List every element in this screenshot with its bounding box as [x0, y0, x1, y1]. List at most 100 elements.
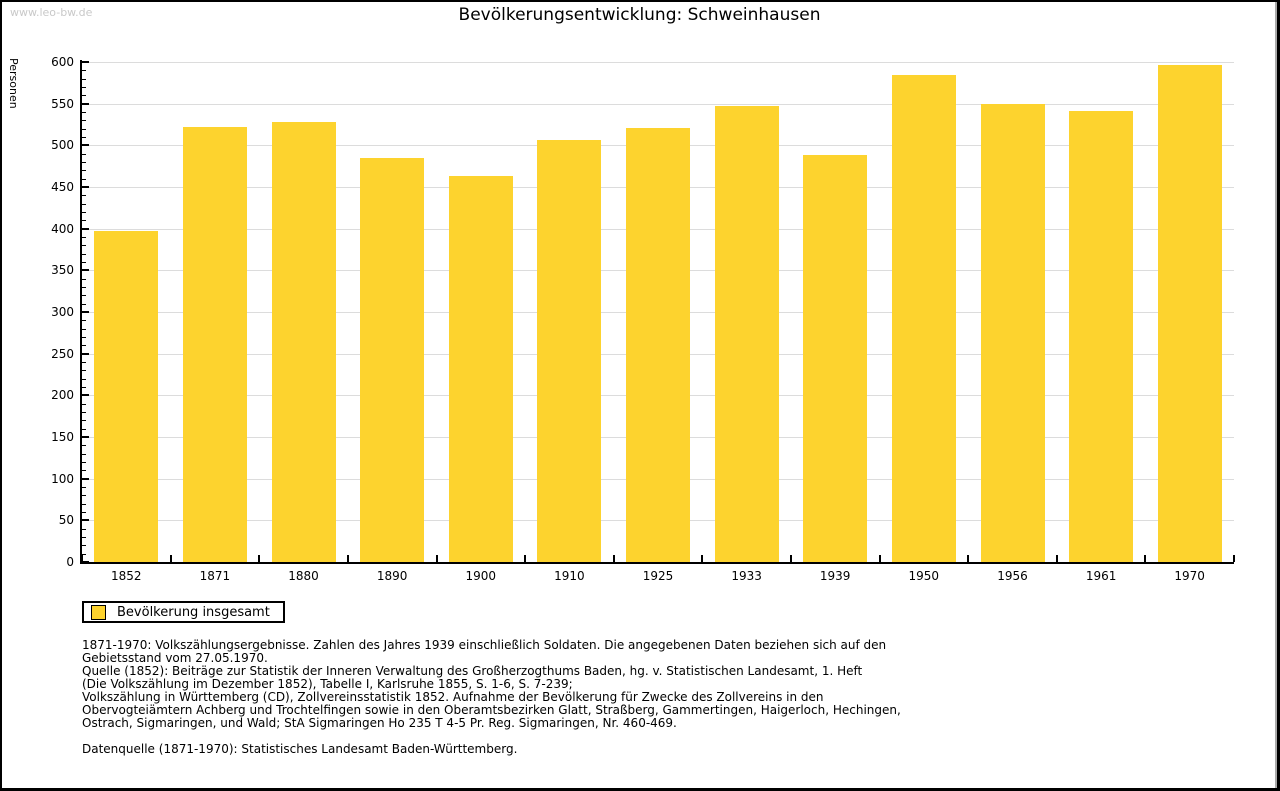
- x-tick-label: 1961: [1085, 569, 1117, 583]
- y-minor-tick: [82, 445, 86, 447]
- y-minor-tick: [82, 162, 86, 163]
- y-minor-tick: [82, 545, 86, 547]
- x-tick: [878, 555, 881, 562]
- y-major-tick: [82, 61, 89, 63]
- x-tick: [1144, 555, 1147, 562]
- bar-1950: [891, 74, 956, 562]
- y-minor-tick: [82, 537, 86, 538]
- y-tick-label: 350: [51, 263, 74, 278]
- bar-1880: [271, 122, 336, 562]
- y-tick-label: 0: [66, 555, 74, 569]
- x-tick: [524, 555, 527, 562]
- footnote-line: (Die Volkszählung im Dezember 1852), Tab…: [82, 677, 573, 691]
- y-major-tick: [82, 144, 89, 147]
- y-minor-tick: [82, 487, 86, 488]
- y-minor-tick: [82, 178, 86, 180]
- y-minor-tick: [82, 137, 86, 138]
- y-major-tick: [82, 561, 89, 563]
- y-minor-tick: [82, 303, 86, 305]
- y-minor-tick: [82, 212, 86, 213]
- x-tick-label: 1852: [111, 569, 142, 583]
- x-tick-label: 1950: [908, 569, 940, 583]
- x-tick: [258, 555, 261, 562]
- y-minor-tick: [82, 512, 86, 513]
- y-tick-label: 400: [51, 221, 74, 236]
- legend-swatch: [91, 604, 106, 620]
- y-minor-tick: [82, 378, 86, 380]
- y-minor-tick: [82, 245, 86, 247]
- footnote-line: Volkszählung in Württemberg (CD), Zollve…: [82, 690, 824, 704]
- y-minor-tick: [82, 345, 86, 347]
- bar-1933: [714, 106, 779, 562]
- y-minor-tick: [82, 387, 86, 388]
- x-tick-label: 1939: [819, 569, 851, 583]
- bar-1910: [537, 139, 602, 562]
- y-minor-tick: [82, 120, 86, 122]
- bar-1970: [1157, 64, 1222, 562]
- y-tick-label: 100: [51, 471, 74, 486]
- y-minor-tick: [82, 237, 86, 238]
- y-tick-label: 50: [58, 513, 74, 528]
- y-minor-tick: [82, 453, 86, 455]
- y-minor-tick: [82, 328, 86, 330]
- y-major-tick: [82, 352, 89, 355]
- datasource-note: Datenquelle (1871-1970): Statistisches L…: [82, 742, 518, 756]
- x-tick: [612, 555, 615, 562]
- y-minor-tick: [82, 203, 86, 205]
- y-minor-tick: [82, 287, 86, 288]
- footnotes: 1871-1970: Volkszählungsergebnisse. Zahl…: [82, 639, 901, 730]
- y-minor-tick: [82, 528, 86, 530]
- y-minor-tick: [82, 495, 86, 497]
- y-major-tick: [82, 269, 89, 272]
- bar-1956: [980, 103, 1045, 562]
- footnote-line: Obervogteiämtern Achberg und Trochtelfin…: [82, 703, 901, 717]
- bar-1871: [182, 127, 247, 562]
- x-axis-line: [80, 562, 1234, 564]
- x-tick: [1055, 555, 1058, 562]
- y-tick-label: 200: [51, 388, 74, 403]
- y-minor-tick: [82, 370, 86, 372]
- legend: Bevölkerung insgesamt: [82, 601, 285, 623]
- x-tick: [967, 555, 970, 562]
- y-tick-label: 550: [51, 96, 74, 111]
- x-tick: [789, 555, 792, 562]
- x-tick-label: 1900: [465, 569, 497, 583]
- y-axis-line: [80, 60, 82, 564]
- x-tick: [701, 555, 704, 562]
- y-minor-tick: [82, 262, 86, 263]
- y-axis-title: Personen: [7, 58, 20, 109]
- y-minor-tick: [82, 153, 86, 155]
- y-minor-tick: [82, 553, 86, 555]
- y-tick-label: 600: [51, 55, 74, 69]
- footnote-line: 1871-1970: Volkszählungsergebnisse. Zahl…: [82, 638, 887, 652]
- y-major-tick: [82, 102, 89, 105]
- y-major-tick: [82, 477, 89, 480]
- legend-label: Bevölkerung insgesamt: [117, 604, 270, 620]
- x-tick-label: 1970: [1174, 569, 1205, 583]
- y-tick-label: 450: [51, 180, 74, 194]
- y-minor-tick: [82, 420, 86, 422]
- bar-1852: [94, 231, 159, 562]
- y-minor-tick: [82, 412, 86, 413]
- y-major-tick: [82, 436, 89, 438]
- footnote-line: Gebietsstand vom 27.05.1970.: [82, 651, 268, 665]
- y-minor-tick: [82, 462, 86, 463]
- x-tick: [346, 555, 349, 562]
- y-tick-label: 300: [51, 305, 74, 319]
- x-tick-label: 1890: [376, 569, 408, 583]
- gridline: [82, 62, 1234, 63]
- y-minor-tick: [82, 470, 86, 472]
- y-minor-tick: [82, 362, 86, 363]
- y-tick-label: 150: [51, 430, 74, 444]
- chart-title: Bevölkerungsentwicklung: Schweinhausen: [458, 5, 821, 25]
- x-tick-label: 1871: [199, 569, 231, 583]
- y-minor-tick: [82, 253, 86, 255]
- y-minor-tick: [82, 428, 86, 430]
- y-major-tick: [82, 186, 89, 188]
- y-tick-label: 250: [51, 346, 74, 361]
- y-minor-tick: [82, 320, 86, 322]
- x-tick-label: 1956: [997, 569, 1028, 583]
- y-minor-tick: [82, 337, 86, 338]
